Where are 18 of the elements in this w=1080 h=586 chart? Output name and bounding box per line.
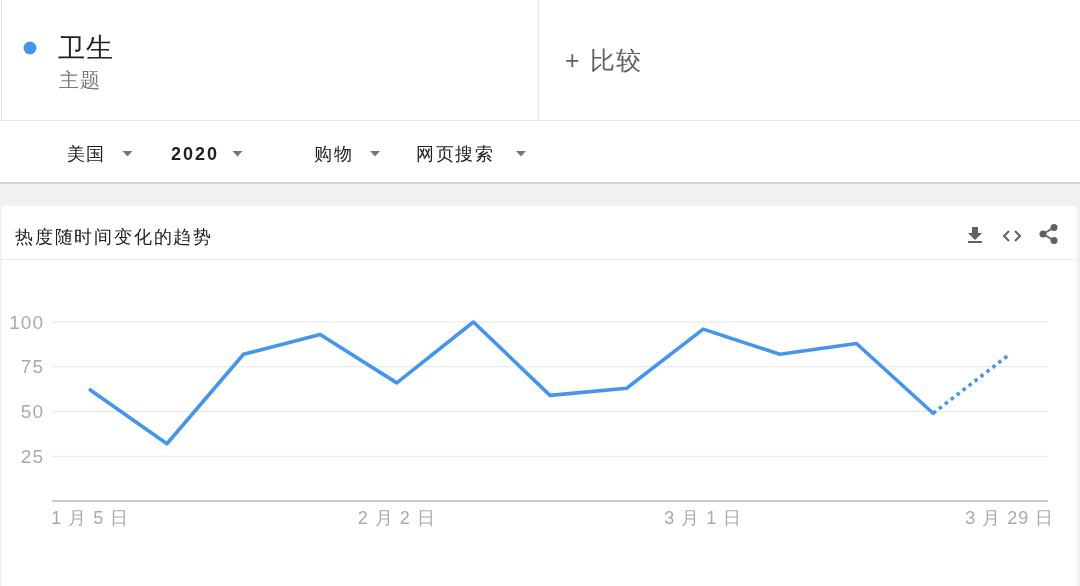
text: 购物 xyxy=(314,144,353,164)
legend: 卫生 xyxy=(23,33,114,63)
legend-label: 卫生 xyxy=(58,33,114,63)
text: 网页搜索 xyxy=(416,144,494,164)
y-tick-label: 25 xyxy=(20,445,44,467)
chart-title: 热度随时间变化的趋势 xyxy=(15,227,213,247)
x-tick-label: 3 月 1 日 xyxy=(664,508,743,528)
x-tick-label: 1 月 5 日 xyxy=(51,508,130,528)
plot: 25 50 75 100 1 月 5 日 2 月 2 日 3 月 1 日 3 月 29 日 xyxy=(9,311,1055,528)
y-tick-label: 50 xyxy=(20,401,44,422)
text: 美国 xyxy=(67,144,105,164)
text: + 比较 xyxy=(565,46,643,74)
x-tick-label: 3 月 29 日 xyxy=(965,508,1055,528)
x-tick-label: 2 月 2 日 xyxy=(357,508,436,528)
y-tick-label: 100 xyxy=(9,311,44,333)
text: 主题 xyxy=(59,69,101,91)
y-tick-label: 75 xyxy=(20,356,44,378)
text: 2020 xyxy=(171,144,220,164)
